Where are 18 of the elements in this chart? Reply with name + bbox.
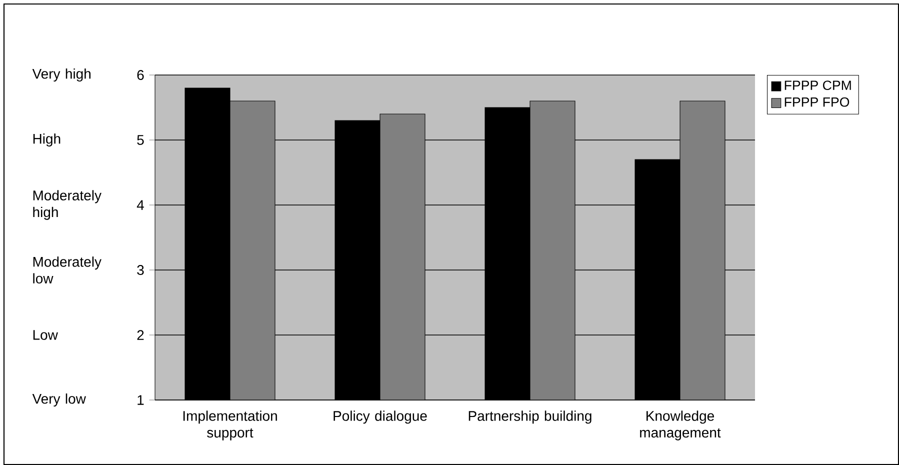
- text: Very low: [32, 393, 86, 407]
- x-tick-label: Implementation support: [183, 410, 277, 440]
- text: Low: [33, 330, 58, 340]
- text: Very high: [32, 68, 90, 82]
- x-tick-label: Policy dialogue: [334, 410, 427, 424]
- x-tick-label: Knowledge management: [640, 410, 721, 440]
- text: Moderately low: [33, 256, 102, 284]
- legend-label: FPPP CPM: [784, 80, 851, 90]
- y-tick-label: 2: [137, 330, 144, 340]
- y-tick-label: 3: [137, 265, 144, 275]
- text: High: [33, 133, 60, 147]
- y-tick-label: 1: [138, 395, 144, 405]
- x-tick-label: Partnership building: [468, 410, 592, 424]
- legend-label: FPPP FPO: [784, 97, 850, 107]
- y-tick-label: 4: [136, 200, 144, 210]
- text: Moderately high: [33, 190, 102, 220]
- y-tick-label: 5: [137, 135, 144, 145]
- y-tick-label: 6: [137, 70, 144, 80]
